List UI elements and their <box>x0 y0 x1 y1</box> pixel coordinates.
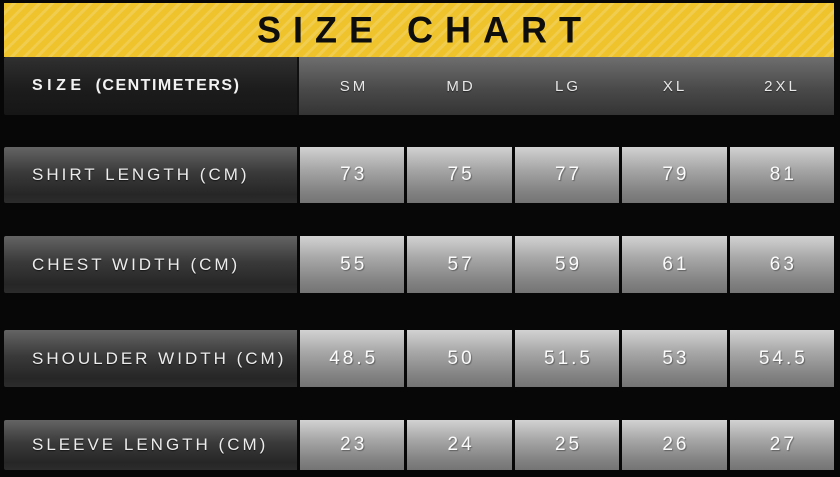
value-cell: 75 <box>407 147 512 203</box>
column-header-sm: SM <box>339 77 369 95</box>
value-cell: 81 <box>729 147 835 203</box>
table-row-shoulder-width: SHOULDER WIDTH (CM) 48.5 50 51.5 53 54.5 <box>4 330 835 387</box>
value-cell: 27 <box>729 420 835 470</box>
value-cell: 77 <box>514 147 620 203</box>
table-row-sleeve-length: SLEEVE LENGTH (CM) 23 24 25 26 27 <box>4 420 835 470</box>
value-cell: 61 <box>622 236 727 293</box>
column-header-md: MD <box>446 77 476 95</box>
value-cell: 54.5 <box>729 330 835 387</box>
value-cell: 26 <box>622 420 727 470</box>
value-cell: 63 <box>729 236 835 293</box>
value-cell: 25 <box>514 420 620 470</box>
row-label: SHOULDER WIDTH (CM) <box>4 330 297 387</box>
value-cell: 59 <box>514 236 620 293</box>
header-label: SIZE (CENTIMETERS) <box>4 57 297 115</box>
header-label-unit: (CENTIMETERS) <box>95 77 241 94</box>
banner: SIZE CHART <box>4 3 834 57</box>
value-cell: 79 <box>622 147 727 203</box>
value-cell: 48.5 <box>300 330 405 387</box>
value-cell: 57 <box>407 236 512 293</box>
column-header-lg: LG <box>554 77 581 95</box>
header-columns: SM MD LG XL 2XL <box>297 57 834 115</box>
row-label: CHEST WIDTH (CM) <box>4 236 297 293</box>
table-row-shirt-length: SHIRT LENGTH (CM) 73 75 77 79 81 <box>4 147 835 203</box>
value-cell: 24 <box>407 420 512 470</box>
value-cell: 51.5 <box>514 330 620 387</box>
value-cell: 50 <box>407 330 512 387</box>
table-header-row: SIZE (CENTIMETERS) SM MD LG XL 2XL <box>4 57 834 115</box>
row-values: 73 75 77 79 81 <box>300 147 835 203</box>
column-header-2xl: 2XL <box>764 77 800 95</box>
row-values: 23 24 25 26 27 <box>300 420 835 470</box>
page-title: SIZE CHART <box>257 8 593 51</box>
row-values: 55 57 59 61 63 <box>300 236 835 293</box>
row-label: SLEEVE LENGTH (CM) <box>4 420 297 470</box>
header-label-size: SIZE <box>32 77 86 94</box>
value-cell: 55 <box>300 236 405 293</box>
value-cell: 73 <box>300 147 405 203</box>
value-cell: 53 <box>622 330 727 387</box>
row-label: SHIRT LENGTH (CM) <box>4 147 297 203</box>
value-cell: 23 <box>300 420 405 470</box>
column-header-xl: XL <box>662 77 688 95</box>
row-values: 48.5 50 51.5 53 54.5 <box>300 330 835 387</box>
table-row-chest-width: CHEST WIDTH (CM) 55 57 59 61 63 <box>4 236 835 293</box>
